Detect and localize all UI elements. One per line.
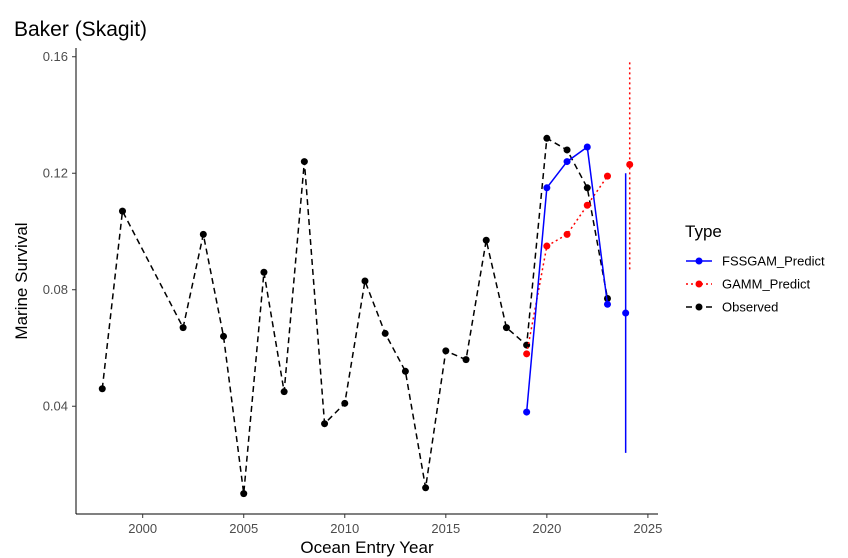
x-tick-label: 2010 bbox=[330, 521, 359, 536]
data-point-fssgam-predict bbox=[543, 184, 551, 192]
legend-key-point bbox=[695, 280, 703, 288]
x-tick-label: 2005 bbox=[229, 521, 258, 536]
legend-key-point bbox=[695, 257, 703, 265]
legend-key-point bbox=[695, 303, 703, 311]
series-line-gamm-predict bbox=[525, 175, 609, 354]
y-axis-ticks: 0.04 0.08 0.12 0.16 bbox=[43, 49, 76, 414]
legend-label: FSSGAM_Predict bbox=[722, 254, 825, 269]
data-point-observed bbox=[199, 230, 207, 238]
data-point-observed bbox=[240, 490, 248, 498]
data-point-observed bbox=[442, 347, 450, 355]
y-tick-label: 0.04 bbox=[43, 399, 68, 414]
series-fssgam-predict bbox=[523, 143, 630, 453]
legend-label: Observed bbox=[722, 300, 778, 315]
data-point-observed bbox=[280, 388, 288, 396]
data-point-observed bbox=[422, 484, 430, 492]
forecast-point-fssgam-predict bbox=[622, 309, 630, 317]
data-point-observed bbox=[260, 268, 268, 276]
data-point-gamm-predict bbox=[603, 172, 611, 180]
x-tick-label: 2015 bbox=[431, 521, 460, 536]
y-tick-label: 0.08 bbox=[43, 282, 68, 297]
legend-label: GAMM_Predict bbox=[722, 277, 811, 292]
data-point-observed bbox=[179, 324, 187, 332]
series-line-fssgam-predict bbox=[525, 145, 609, 413]
data-point-gamm-predict bbox=[563, 230, 571, 238]
data-point-observed bbox=[220, 332, 228, 340]
data-point-gamm-predict bbox=[583, 201, 591, 209]
data-point-gamm-predict bbox=[543, 242, 551, 250]
data-point-observed bbox=[341, 399, 349, 407]
data-point-observed bbox=[300, 158, 308, 166]
legend-item-gamm-predict: GAMM_Predict bbox=[686, 277, 811, 292]
x-axis-ticks: 2000 2005 2010 2015 2020 2025 bbox=[128, 514, 662, 536]
data-point-observed bbox=[462, 356, 470, 364]
data-point-observed bbox=[118, 207, 126, 215]
x-tick-label: 2000 bbox=[128, 521, 157, 536]
y-axis-title: Marine Survival bbox=[12, 222, 31, 339]
x-axis-title: Ocean Entry Year bbox=[300, 538, 434, 557]
data-point-observed bbox=[482, 236, 490, 244]
x-tick-label: 2020 bbox=[532, 521, 561, 536]
data-point-observed bbox=[543, 134, 551, 142]
data-point-fssgam-predict bbox=[603, 300, 611, 308]
legend-item-observed: Observed bbox=[686, 300, 778, 315]
data-point-observed bbox=[361, 277, 369, 285]
series-observed bbox=[98, 134, 611, 498]
legend-title: Type bbox=[685, 222, 722, 241]
data-point-fssgam-predict bbox=[583, 143, 591, 151]
data-point-gamm-predict bbox=[523, 350, 531, 358]
data-point-observed bbox=[502, 324, 510, 332]
chart-title: Baker (Skagit) bbox=[14, 18, 147, 41]
data-point-observed bbox=[563, 146, 571, 154]
data-point-observed bbox=[321, 420, 329, 428]
plot-area bbox=[98, 59, 634, 498]
x-tick-label: 2025 bbox=[633, 521, 662, 536]
data-point-observed bbox=[381, 329, 389, 337]
legend-item-fssgam-predict: FSSGAM_Predict bbox=[686, 254, 825, 269]
data-point-observed bbox=[401, 367, 409, 375]
legend: Type FSSGAM_Predict GAMM_Predict Observed bbox=[685, 222, 825, 315]
data-point-observed bbox=[583, 184, 591, 192]
series-line-observed bbox=[101, 137, 609, 494]
data-point-fssgam-predict bbox=[563, 158, 571, 166]
y-tick-label: 0.12 bbox=[43, 166, 68, 181]
y-tick-label: 0.16 bbox=[43, 49, 68, 64]
data-point-observed bbox=[98, 385, 106, 393]
data-point-fssgam-predict bbox=[523, 408, 531, 416]
forecast-point-gamm-predict bbox=[626, 161, 634, 168]
